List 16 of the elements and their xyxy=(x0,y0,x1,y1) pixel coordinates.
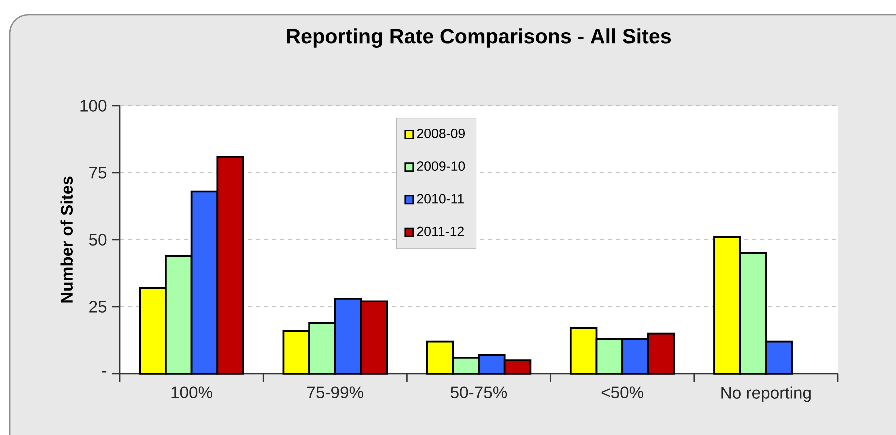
legend-label: 2010-11 xyxy=(417,194,464,204)
y-tick-label: 25 xyxy=(90,301,107,313)
y-tick-label: 50 xyxy=(89,234,107,246)
legend-label: 2008-09 xyxy=(417,128,465,138)
x-tick-label: 50-75% xyxy=(450,386,508,399)
x-tick-label: 100% xyxy=(172,386,213,399)
chart-title: Reporting Rate Comparisons - All Sites xyxy=(287,28,672,48)
x-tick-label: <50% xyxy=(602,386,644,399)
x-tick-label: No reporting xyxy=(722,386,811,402)
legend-label: 2011-12 xyxy=(417,226,464,236)
legend-label: 2009-10 xyxy=(417,162,466,172)
y-tick-label: - xyxy=(102,371,107,373)
x-tick-label: 75-99% xyxy=(308,386,364,399)
y-axis-title: Number of Sites xyxy=(60,176,74,303)
y-tick-label: 100 xyxy=(80,100,107,112)
y-tick-label: 75 xyxy=(90,167,107,179)
